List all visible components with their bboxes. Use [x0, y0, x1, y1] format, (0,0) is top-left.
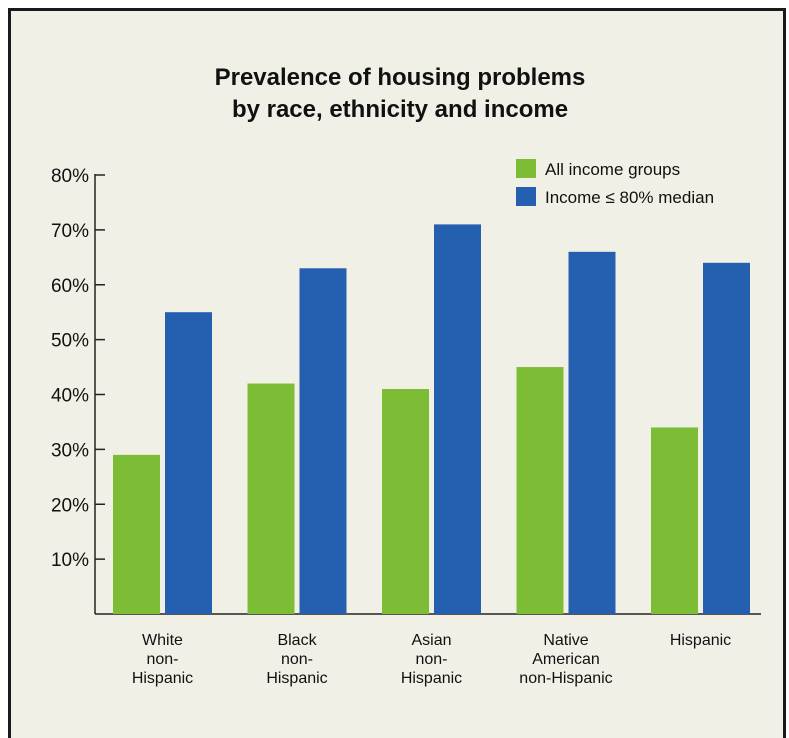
bar-low-income-4 [703, 262, 750, 614]
y-tick-label: 50% [51, 331, 89, 352]
y-tick-label: 40% [51, 386, 89, 407]
bar-all-income-1 [247, 383, 295, 614]
legend-label: All income groups [545, 160, 680, 179]
bar-all-income-3 [516, 367, 564, 614]
x-category-label: non-Hispanic [519, 670, 612, 687]
y-tick-label: 80% [51, 166, 89, 187]
x-category-label: non- [281, 651, 313, 668]
y-tick-label: 10% [51, 550, 89, 571]
chart-title-line: Prevalence of housing problems [215, 64, 586, 91]
legend-label: Income ≤ 80% median [545, 188, 714, 207]
bar-low-income-1 [299, 268, 347, 614]
chart-title-line: by race, ethnicity and income [232, 96, 568, 123]
bar-chart: Prevalence of housing problems by race, e… [51, 64, 761, 687]
chart-frame: Prevalence of housing problems by race, e… [8, 8, 786, 738]
x-category-label: Asian [411, 632, 451, 649]
y-tick-label: 30% [51, 440, 89, 461]
x-category-label: Hispanic [401, 670, 462, 687]
x-category-label: American [532, 651, 600, 668]
bar-all-income-2 [382, 389, 429, 614]
chart-bars [113, 224, 750, 614]
x-axis-categories: Whitenon-HispanicBlacknon-HispanicAsiann… [132, 632, 731, 687]
x-category-label: Hispanic [132, 670, 193, 687]
chart-legend: All income groups Income ≤ 80% median [516, 159, 714, 207]
bar-all-income-0 [113, 454, 160, 614]
x-category-label: Hispanic [670, 632, 731, 649]
bar-all-income-4 [651, 427, 698, 614]
y-tick-label: 60% [51, 276, 89, 297]
legend-swatch [516, 187, 536, 206]
y-tick-label: 70% [51, 221, 89, 242]
x-category-label: non- [146, 651, 178, 668]
x-category-label: non- [415, 651, 447, 668]
x-category-label: White [142, 632, 183, 649]
bar-low-income-3 [568, 251, 616, 614]
chart-title: Prevalence of housing problems by race, e… [215, 64, 586, 123]
bar-low-income-2 [434, 224, 481, 614]
x-category-label: Native [543, 632, 588, 649]
bar-low-income-0 [165, 312, 212, 614]
y-axis-ticks: 10% 20% 30% 40% 50% 60% 70% 80% [51, 166, 105, 571]
x-category-label: Hispanic [266, 670, 327, 687]
y-tick-label: 20% [51, 495, 89, 516]
legend-swatch [516, 159, 536, 178]
x-category-label: Black [277, 632, 317, 649]
